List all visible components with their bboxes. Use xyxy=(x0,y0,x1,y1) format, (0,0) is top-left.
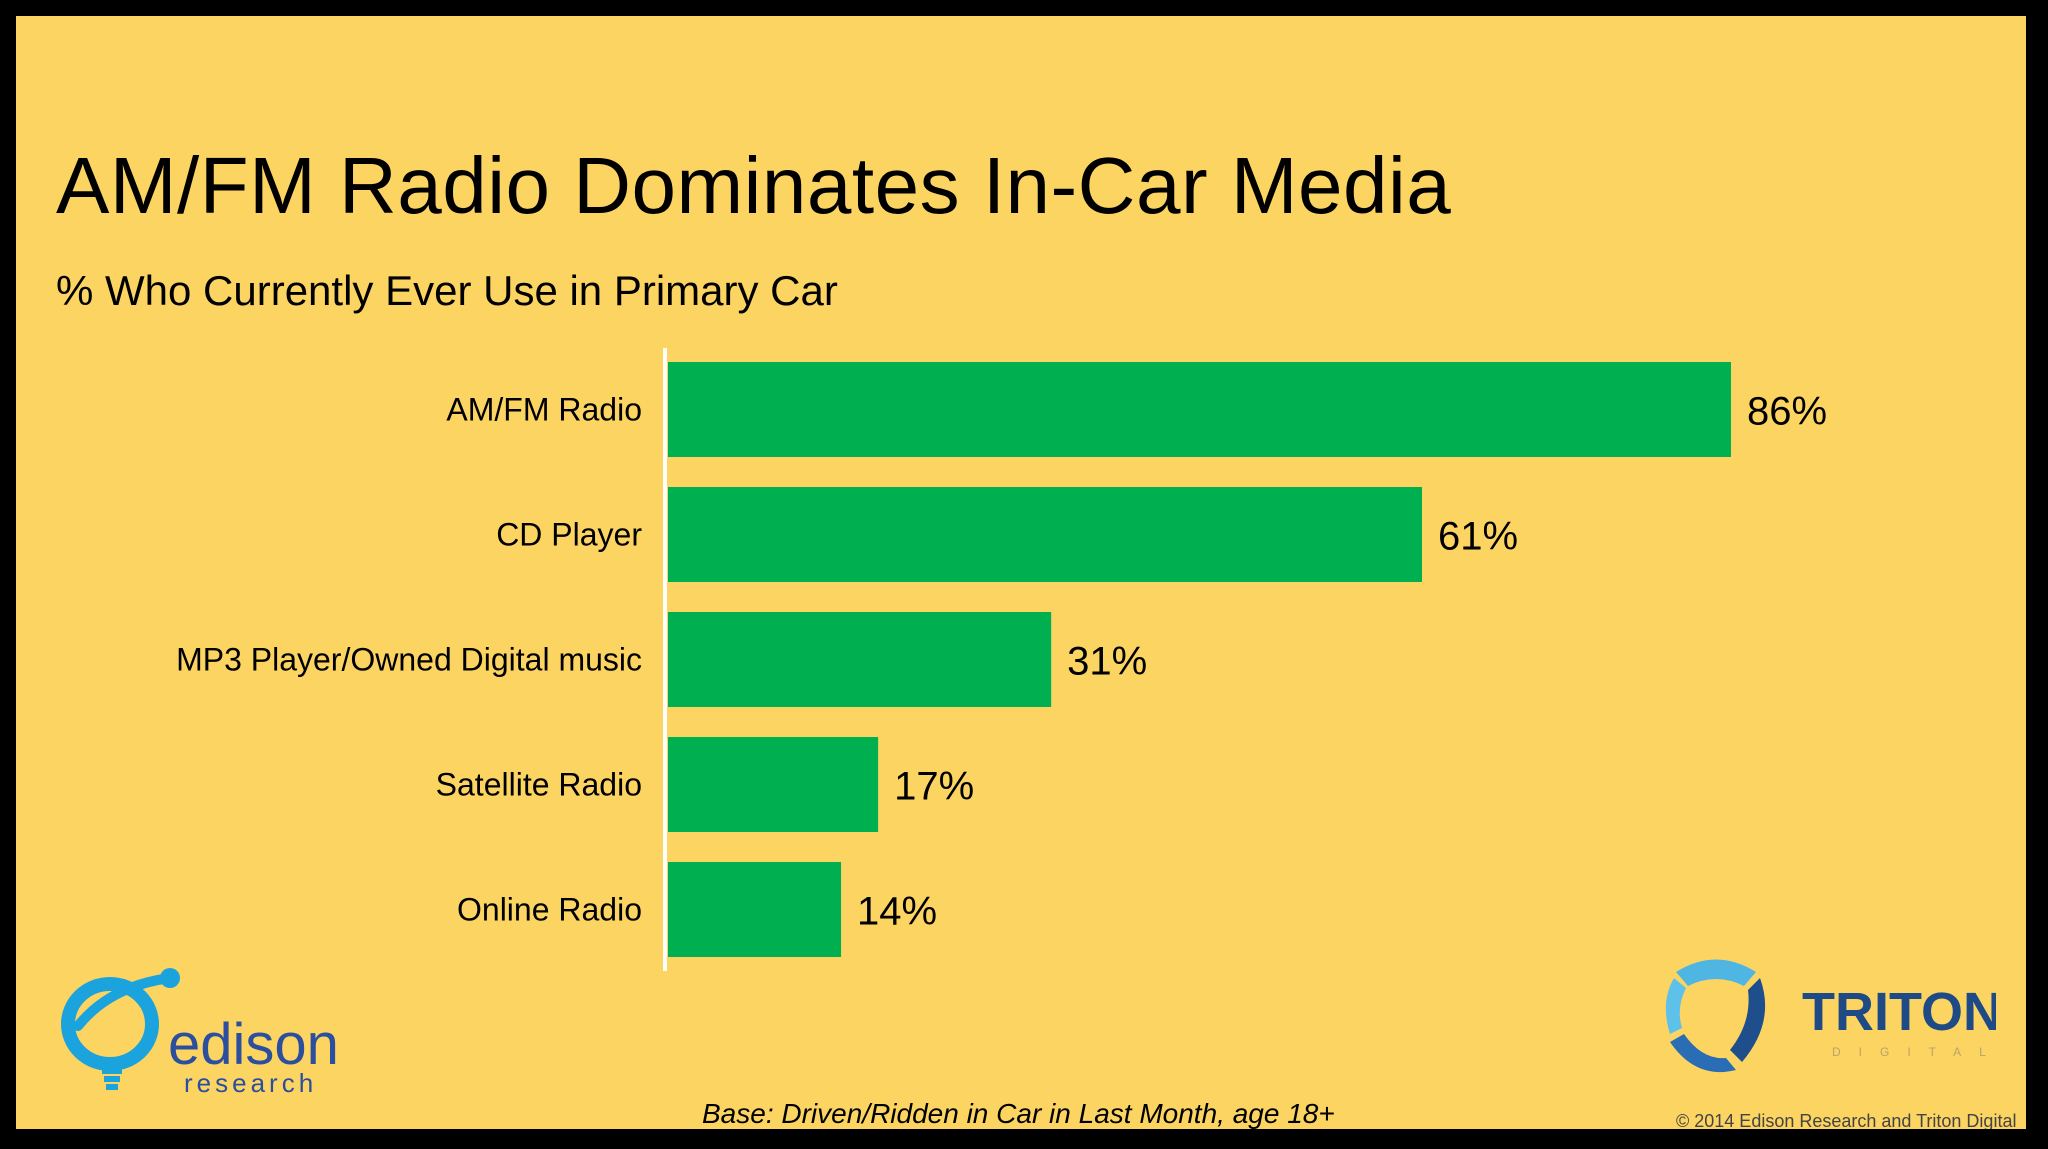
category-labels: AM/FM Radio CD Player MP3 Player/Owned Dig… xyxy=(176,392,642,928)
bar-3 xyxy=(668,737,879,832)
value-label-4: 14% xyxy=(857,890,937,934)
edison-lightbulb-icon xyxy=(61,968,180,1090)
bar-1 xyxy=(668,487,1422,582)
category-label-1: CD Player xyxy=(496,517,642,553)
triton-emblem-icon xyxy=(1665,959,1766,1073)
category-label-2: MP3 Player/Owned Digital music xyxy=(176,642,642,678)
bars-layer xyxy=(668,362,1731,957)
edison-research-logo: edison research xyxy=(61,968,339,1098)
bar-2 xyxy=(668,612,1052,707)
base-note: Base: Driven/Ridden in Car in Last Month… xyxy=(702,1098,1335,1129)
copyright-notice: © 2014 Edison Research and Triton Digita… xyxy=(1676,1111,2017,1129)
value-labels: 86% 61% 31% 17% 14% xyxy=(857,390,1827,934)
chart-subtitle: % Who Currently Ever Use in Primary Car xyxy=(56,267,838,314)
slide: AM/FM Radio Dominates In-Car Media % Who… xyxy=(16,16,2026,1129)
category-label-4: Online Radio xyxy=(457,892,642,928)
triton-wordmark: TRITON xyxy=(1802,982,1996,1042)
edison-wordmark: edison xyxy=(168,1012,339,1077)
triton-digital-logo: TRITON DIGITAL xyxy=(1665,959,1996,1073)
bar-4 xyxy=(668,862,842,957)
triton-subword: DIGITAL xyxy=(1832,1045,1996,1059)
value-label-1: 61% xyxy=(1438,515,1518,559)
value-label-3: 17% xyxy=(894,765,974,809)
bar-0 xyxy=(668,362,1731,457)
bar-chart: AM/FM Radio CD Player MP3 Player/Owned Dig… xyxy=(176,348,1827,971)
category-label-0: AM/FM Radio xyxy=(446,392,642,428)
chart-title: AM/FM Radio Dominates In-Car Media xyxy=(56,141,1452,230)
value-label-2: 31% xyxy=(1067,640,1147,684)
edison-subword: research xyxy=(184,1068,317,1098)
category-label-3: Satellite Radio xyxy=(436,767,642,803)
value-label-0: 86% xyxy=(1747,390,1827,434)
